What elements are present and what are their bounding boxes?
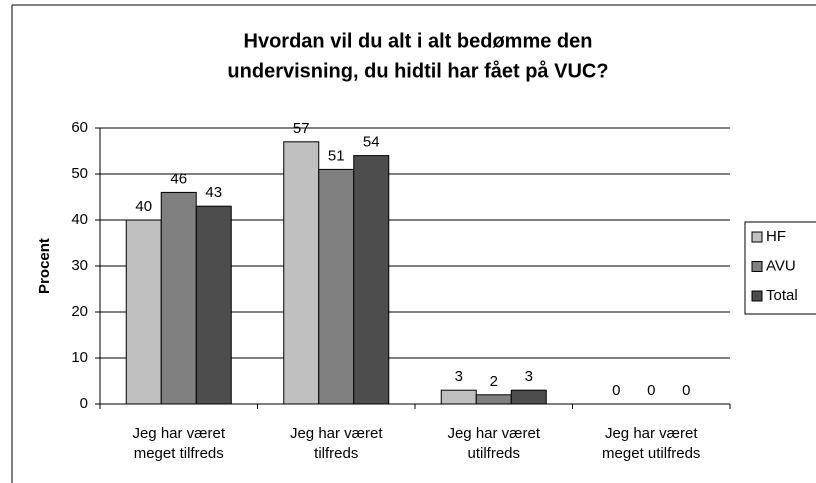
data-label: 3 [455, 368, 463, 385]
legend-swatch [751, 261, 763, 272]
bar [475, 394, 512, 405]
data-label: 43 [205, 184, 222, 201]
legend-swatch [751, 290, 763, 302]
chart-title: undervisning, du hidtil har fået på VUC? [227, 59, 608, 82]
x-tick-label: meget tilfreds [134, 445, 224, 462]
y-tick-label: 20 [71, 303, 88, 320]
y-tick-label: 40 [71, 211, 88, 228]
x-tick-label: meget utilfreds [602, 445, 700, 462]
x-tick-label: utilfreds [467, 445, 520, 462]
x-tick-label: Jeg har været [605, 425, 698, 442]
x-tick-label: Jeg har været [447, 425, 540, 442]
y-axis-title: Procent [36, 238, 53, 294]
bar [160, 191, 197, 405]
bar [440, 389, 477, 405]
data-label: 54 [363, 134, 380, 151]
data-label: 51 [328, 147, 345, 164]
legend-swatch [751, 231, 763, 243]
y-tick-label: 10 [71, 349, 88, 366]
x-tick-label: Jeg har været [132, 425, 225, 442]
bar [353, 155, 390, 405]
data-label: 0 [647, 382, 655, 399]
y-tick-label: 50 [71, 165, 88, 182]
x-tick-label: tilfreds [314, 445, 358, 462]
legend-label: AVU [766, 257, 796, 274]
x-tick-label: Jeg har været [290, 425, 383, 442]
data-label: 3 [525, 368, 533, 385]
y-tick-label: 60 [71, 119, 88, 136]
chart-title: Hvordan vil du alt i alt bedømme den [244, 30, 593, 52]
bar [125, 219, 162, 405]
data-label: 46 [170, 170, 187, 187]
bar [510, 389, 547, 405]
bar [283, 141, 320, 405]
data-label: 40 [135, 198, 152, 215]
y-tick-label: 0 [80, 395, 88, 412]
y-tick-label: 30 [71, 257, 88, 274]
legend-label: HF [766, 228, 786, 245]
data-label: 2 [490, 373, 498, 390]
bar [318, 168, 355, 405]
legend-label: Total [766, 287, 798, 304]
bar [195, 205, 232, 405]
data-label: 0 [682, 382, 690, 399]
data-label: 0 [612, 382, 620, 399]
data-label: 57 [293, 120, 310, 137]
